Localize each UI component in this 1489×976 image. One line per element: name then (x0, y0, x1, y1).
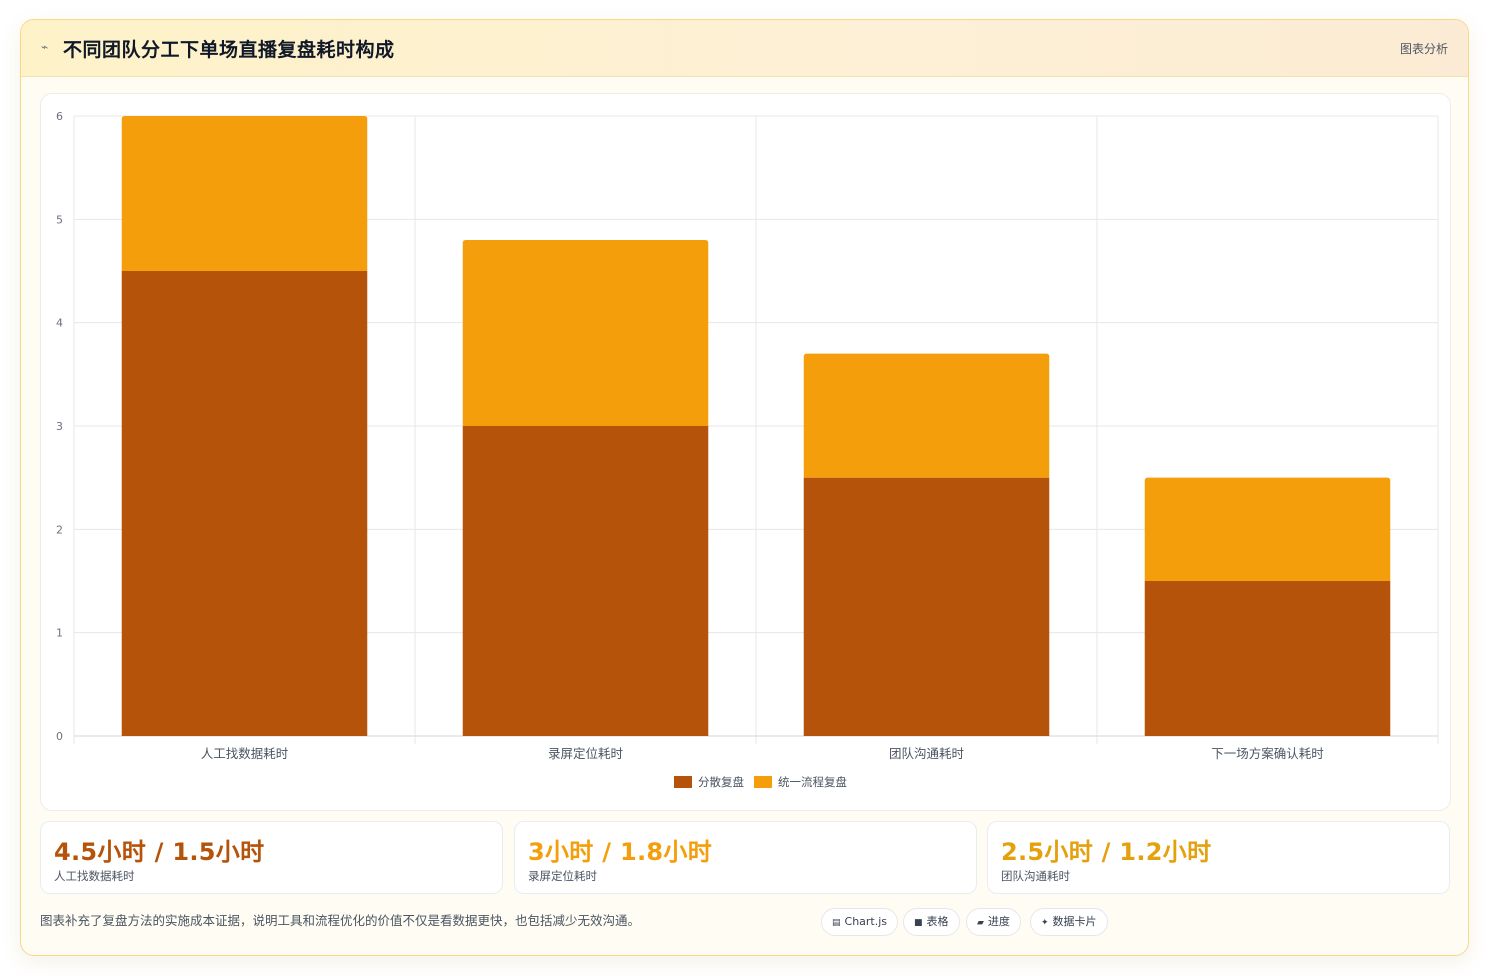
progress-icon: ▰ (977, 918, 984, 928)
chip-data-card[interactable]: ✦ 数据卡片 (1030, 908, 1108, 936)
stat-value: 2.5小时 / 1.2小时 (1001, 838, 1212, 866)
bar-segment-2 (803, 353, 1050, 478)
chip-progress[interactable]: ▰ 进度 (966, 908, 1021, 936)
y-tick-label: 2 (56, 523, 63, 536)
footer-note: 图表补充了复盘方法的实施成本证据，说明工具和流程优化的价值不仅是看数据更快，也包… (40, 913, 641, 928)
y-tick-label: 6 (56, 110, 63, 123)
y-tick-label: 4 (56, 317, 63, 330)
chart-analysis-tag: 图表分析 (1399, 42, 1448, 56)
stat-value: 4.5小时 / 1.5小时 (54, 838, 265, 866)
legend-label: 统一流程复盘 (778, 775, 847, 789)
chip-chartjs[interactable]: ▤ Chart.js (821, 908, 899, 936)
x-category-label: 下一场方案确认耗时 (1211, 746, 1324, 761)
bar-segment-2 (121, 116, 368, 271)
chart-area: 0 1 2 3 4 5 6 人工找数据耗时 录屏定位耗时 团队沟通耗时 下一场方案确认耗时分散复盘 统… (40, 93, 1451, 811)
stat-card-data-search: 4.5小时 / 1.5小时 人工找数据耗时 (40, 821, 503, 894)
bar-segment-2 (462, 240, 709, 426)
stat-label: 团队沟通耗时 (1001, 869, 1070, 883)
chart-icon: ▤ (832, 918, 841, 928)
stat-label: 人工找数据耗时 (54, 869, 135, 883)
bar-segment-1 (121, 271, 368, 736)
chart-title: 不同团队分工下单场直播复盘耗时构成 (63, 39, 395, 61)
stat-card-recording: 3小时 / 1.8小时 录屏定位耗时 (514, 821, 977, 894)
x-category-label: 团队沟通耗时 (889, 746, 965, 761)
legend-swatch (674, 776, 692, 788)
chart-line-icon: ⌁ (41, 40, 49, 54)
legend-swatch (754, 776, 772, 788)
stat-label: 录屏定位耗时 (528, 869, 597, 883)
bar-segment-1 (803, 477, 1050, 736)
y-tick-label: 0 (56, 730, 63, 743)
y-tick-label: 5 (56, 213, 63, 226)
stat-card-communication: 2.5小时 / 1.2小时 团队沟通耗时 (987, 821, 1450, 894)
x-category-label: 人工找数据耗时 (201, 746, 289, 761)
bar-segment-2 (1144, 477, 1391, 581)
chip-table[interactable]: ■ 表格 (903, 908, 960, 936)
x-category-label: 录屏定位耗时 (548, 746, 624, 761)
y-tick-label: 1 (56, 627, 63, 640)
legend-label: 分散复盘 (698, 775, 744, 789)
chart-card: ⌁ 不同团队分工下单场直播复盘耗时构成 图表分析 0 1 2 3 4 5 6 人工找数据耗时录… (20, 19, 1469, 956)
card-header: ⌁ 不同团队分工下单场直播复盘耗时构成 图表分析 (21, 20, 1468, 77)
sparkle-icon: ✦ (1041, 918, 1049, 928)
stat-value: 3小时 / 1.8小时 (528, 838, 712, 866)
y-tick-label: 3 (56, 420, 63, 433)
table-icon: ■ (914, 918, 923, 928)
bar-segment-1 (1144, 581, 1391, 736)
bar-segment-1 (462, 426, 709, 736)
